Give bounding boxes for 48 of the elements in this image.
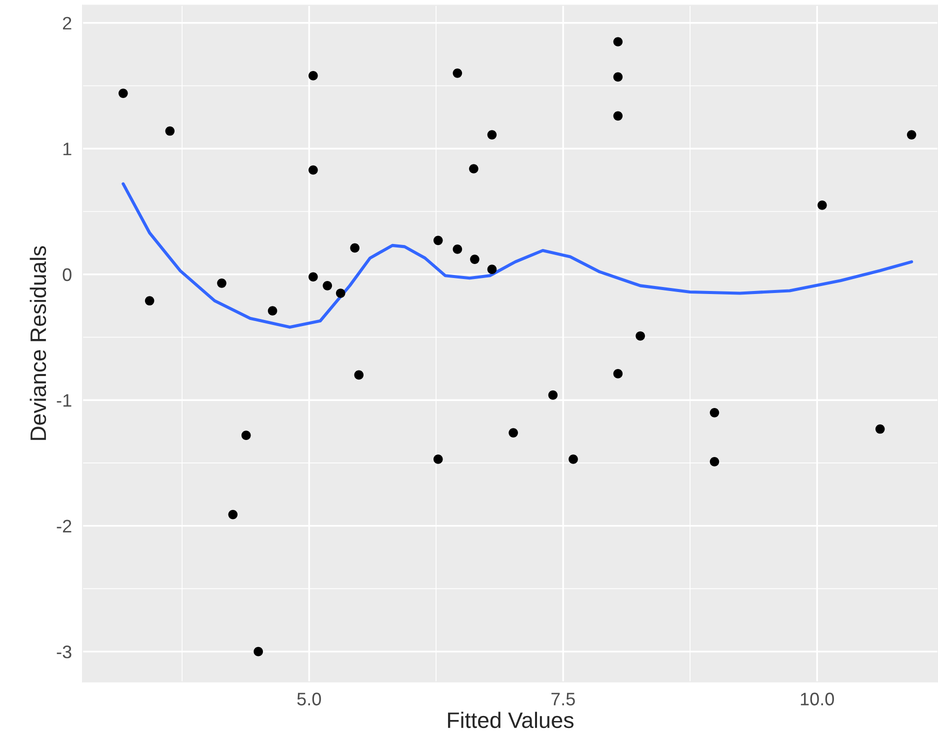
point bbox=[710, 457, 720, 466]
y-axis-title: Deviance Residuals bbox=[30, 246, 46, 440]
point bbox=[875, 424, 885, 434]
point bbox=[613, 72, 623, 82]
point bbox=[144, 296, 154, 306]
point bbox=[228, 510, 238, 520]
point bbox=[613, 369, 623, 378]
x-axis-title: Fitted Values bbox=[448, 712, 574, 728]
y-tick-label: 1 bbox=[63, 142, 72, 156]
point bbox=[452, 244, 462, 254]
y-tick-label: -2 bbox=[56, 520, 72, 532]
point bbox=[452, 68, 462, 78]
point bbox=[217, 278, 226, 288]
point bbox=[308, 272, 318, 282]
y-tick-label: -3 bbox=[56, 646, 72, 658]
y-tick-label: 2 bbox=[62, 16, 72, 30]
point bbox=[433, 454, 443, 464]
x-tick-label: 7.5 bbox=[551, 692, 575, 706]
point bbox=[118, 88, 128, 98]
point bbox=[487, 130, 497, 140]
y-tick-label: 0 bbox=[62, 268, 72, 282]
point bbox=[322, 281, 332, 290]
point bbox=[165, 126, 175, 136]
point bbox=[818, 200, 827, 210]
point bbox=[254, 646, 263, 656]
point bbox=[636, 331, 645, 341]
point bbox=[469, 164, 478, 174]
point bbox=[350, 243, 360, 253]
point bbox=[470, 254, 480, 264]
point bbox=[268, 306, 278, 316]
point bbox=[568, 454, 578, 464]
point bbox=[508, 428, 518, 438]
point bbox=[487, 264, 497, 274]
x-tick-label: 10.0 bbox=[800, 692, 834, 706]
point bbox=[308, 71, 318, 80]
point bbox=[613, 37, 623, 46]
point bbox=[548, 390, 558, 400]
point bbox=[710, 408, 720, 418]
point bbox=[433, 236, 443, 246]
x-tick-label: 5.0 bbox=[297, 692, 321, 706]
point bbox=[241, 430, 251, 440]
point bbox=[336, 288, 346, 298]
point bbox=[613, 111, 623, 121]
y-tick-label: -1 bbox=[56, 394, 72, 407]
point bbox=[308, 165, 318, 175]
point bbox=[354, 370, 364, 380]
point bbox=[906, 130, 916, 140]
line-series bbox=[122, 182, 914, 329]
